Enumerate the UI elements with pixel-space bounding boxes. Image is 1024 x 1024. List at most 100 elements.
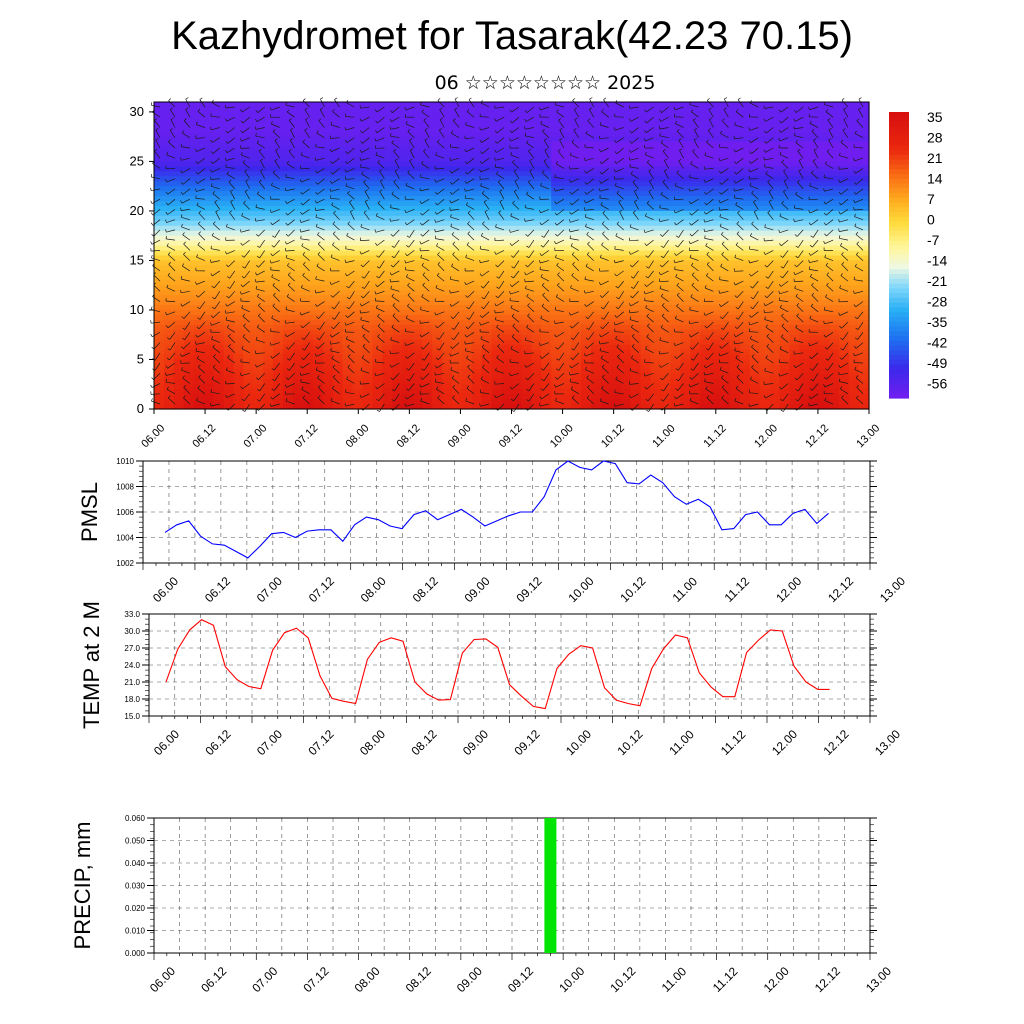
- heatmap-cell: [422, 215, 433, 222]
- heatmap-cell: [273, 225, 284, 232]
- heatmap-cell: [531, 295, 542, 301]
- heatmap-cell: [670, 131, 681, 138]
- heatmap-cell: [412, 275, 423, 281]
- heatmap-cell: [501, 319, 513, 326]
- heatmap-cell: [382, 210, 393, 217]
- heatmap-cell: [432, 141, 443, 148]
- heatmap-cell: [650, 394, 662, 400]
- wind-barb: [166, 311, 176, 316]
- wind-barb-flag: [165, 325, 169, 329]
- heatmap-cell: [829, 235, 840, 242]
- heatmap-cell: [809, 255, 820, 262]
- heatmap-cell: [531, 300, 542, 306]
- heatmap-cell: [223, 404, 235, 410]
- heatmap-cell: [243, 181, 254, 187]
- heatmap-cell: [769, 314, 781, 321]
- heatmap-cell: [253, 394, 264, 400]
- heatmap-cell: [789, 106, 801, 113]
- heatmap-cell: [412, 186, 423, 192]
- heatmap-cell: [203, 374, 215, 380]
- wind-barb-flag: [240, 120, 244, 124]
- heatmap-cell: [451, 354, 463, 361]
- heatmap-cell: [193, 349, 205, 356]
- heatmap-cell: [253, 270, 264, 276]
- wind-barb-flag: [196, 326, 200, 330]
- heatmap-cell: [541, 255, 552, 262]
- heatmap-cell: [283, 205, 294, 212]
- heatmap-cell: [372, 374, 383, 380]
- heatmap-cell: [610, 255, 622, 262]
- heatmap-cell: [253, 225, 264, 232]
- heatmap-cell: [571, 384, 582, 390]
- heatmap-cell: [729, 230, 741, 237]
- heatmap-cell: [690, 329, 701, 336]
- heatmap-cell: [422, 161, 433, 167]
- heatmap-cell: [173, 102, 185, 108]
- heatmap-cell: [332, 146, 344, 153]
- heatmap-cell: [372, 295, 383, 301]
- heatmap-cell: [362, 305, 374, 311]
- heatmap-cell: [302, 309, 314, 316]
- heatmap-cell: [829, 300, 840, 306]
- heatmap-cell: [233, 379, 244, 385]
- heatmap-cell: [739, 364, 751, 370]
- heatmap-cell: [392, 141, 403, 148]
- wind-barb-flag: [210, 259, 212, 263]
- heatmap-cell: [581, 399, 592, 405]
- heatmap-cell: [640, 191, 652, 197]
- heatmap-cell: [441, 121, 453, 128]
- heatmap-cell: [680, 156, 691, 163]
- heatmap-cell: [392, 186, 403, 192]
- heatmap-cell: [541, 305, 552, 311]
- heatmap-cell: [551, 339, 562, 346]
- heatmap-cell: [372, 196, 383, 202]
- heatmap-cell: [441, 349, 453, 356]
- heatmap-cell: [302, 126, 314, 133]
- heatmap-cell: [541, 131, 552, 138]
- heatmap-cell: [382, 106, 393, 113]
- heatmap-cell: [620, 131, 632, 138]
- heatmap-cell: [283, 106, 294, 113]
- heatmap-cell: [620, 111, 632, 118]
- heatmap-cell: [590, 245, 602, 252]
- heatmap-cell: [193, 146, 205, 153]
- heatmap-cell: [163, 146, 175, 153]
- wind-barb: [271, 123, 280, 128]
- heatmap-cell: [203, 300, 215, 306]
- heatmap-cell: [402, 181, 413, 187]
- heatmap-cell: [610, 205, 622, 212]
- wind-barb: [196, 188, 206, 192]
- heatmap-cell: [422, 369, 433, 375]
- heatmap-cell: [700, 280, 711, 286]
- heatmap-cell: [610, 146, 622, 153]
- heatmap-cell: [273, 171, 284, 177]
- heatmap-cell: [581, 285, 592, 291]
- heatmap-cell: [829, 399, 840, 405]
- heatmap-cell: [183, 384, 195, 390]
- wind-barb: [259, 383, 265, 392]
- wind-barb: [227, 327, 235, 333]
- heatmap-cell: [263, 255, 274, 262]
- wind-barb-flag: [243, 323, 246, 327]
- heatmap-cell: [610, 295, 622, 301]
- heatmap-cell: [541, 215, 552, 222]
- heatmap-cell: [849, 201, 860, 207]
- heatmap-cell: [302, 255, 314, 262]
- heatmap-cell: [729, 131, 741, 138]
- wind-barb-flag: [168, 262, 172, 265]
- heatmap-cell: [193, 141, 205, 148]
- heatmap-cell: [541, 210, 552, 217]
- heatmap-cell: [293, 324, 304, 331]
- heatmap-cell: [859, 389, 870, 395]
- heatmap-cell: [193, 369, 205, 375]
- wind-barb-flag: [182, 327, 186, 330]
- heatmap-cell: [739, 329, 751, 336]
- heatmap-cell: [819, 176, 830, 182]
- heatmap-cell: [839, 265, 850, 271]
- wind-barb: [257, 106, 265, 113]
- heatmap-cell: [481, 245, 493, 252]
- heatmap-cell: [243, 230, 254, 237]
- heatmap-cell: [799, 404, 811, 410]
- heatmap-cell: [233, 146, 244, 153]
- heatmap-cell: [253, 399, 264, 405]
